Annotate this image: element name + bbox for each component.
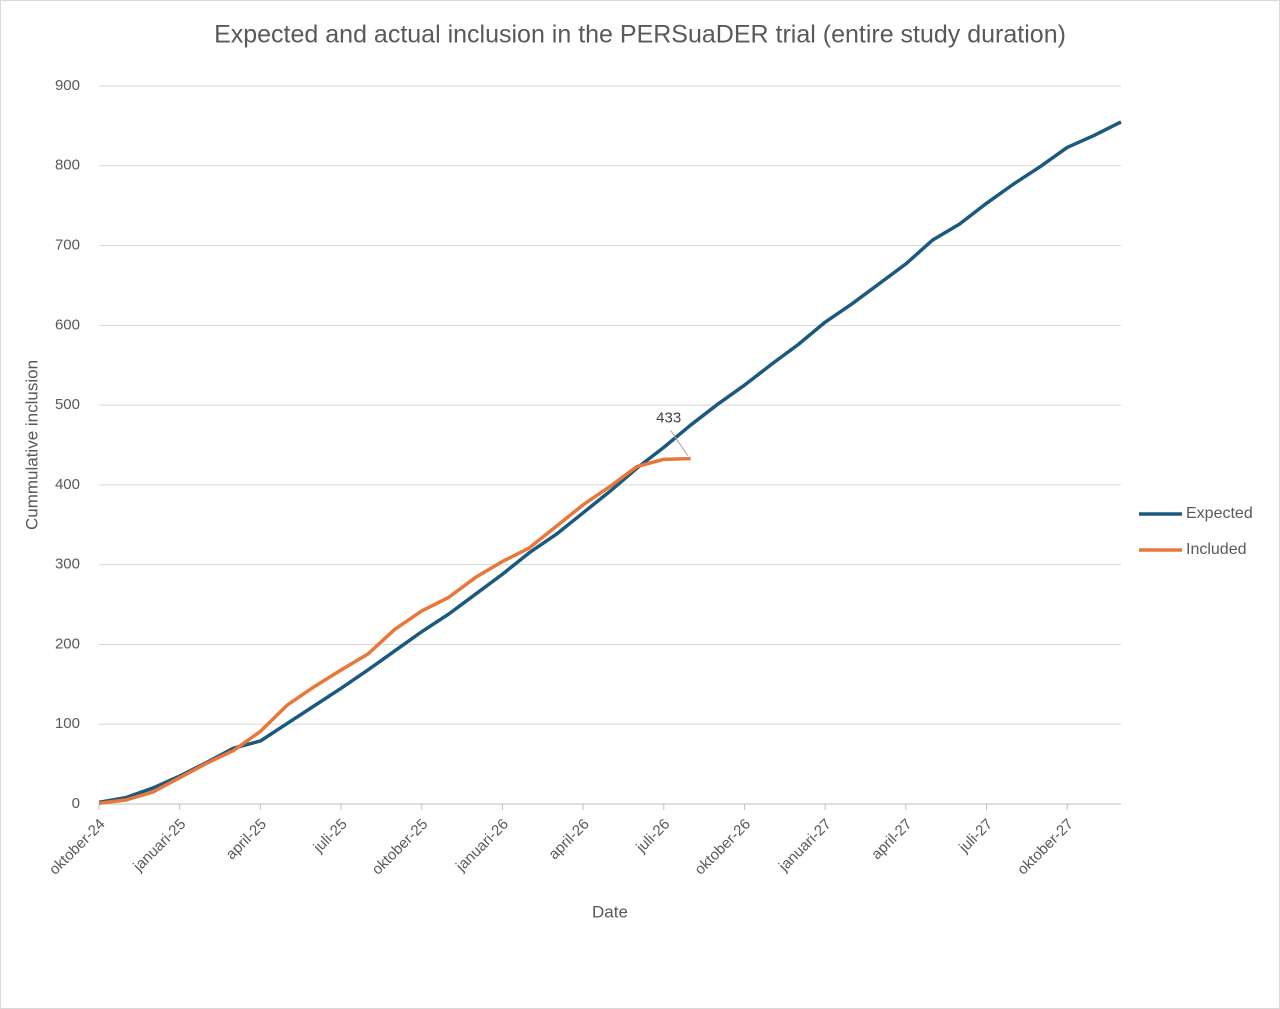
legend-label: Included — [1186, 541, 1247, 558]
series-line — [98, 120, 1122, 805]
data-label: 433 — [656, 410, 681, 427]
y-tick-label: 500 — [55, 396, 80, 413]
y-tick-label: 400 — [55, 476, 80, 493]
label-leader — [670, 430, 689, 456]
y-tick-label: 100 — [55, 715, 80, 732]
series-line — [98, 456, 691, 805]
y-tick-label: 0 — [72, 795, 80, 812]
y-tick-label: 600 — [55, 316, 80, 333]
y-tick-label: 900 — [55, 77, 80, 94]
y-tick-label: 300 — [55, 556, 80, 573]
y-tick-label: 800 — [55, 157, 80, 174]
legend-label: Expected — [1186, 505, 1253, 522]
y-axis-label: Cummulative inclusion — [22, 360, 41, 530]
y-tick-label: 700 — [55, 237, 80, 254]
y-tick-label: 200 — [55, 635, 80, 652]
chart-title: Expected and actual inclusion in the PER… — [214, 21, 1066, 49]
x-axis-label: Date — [592, 902, 628, 921]
